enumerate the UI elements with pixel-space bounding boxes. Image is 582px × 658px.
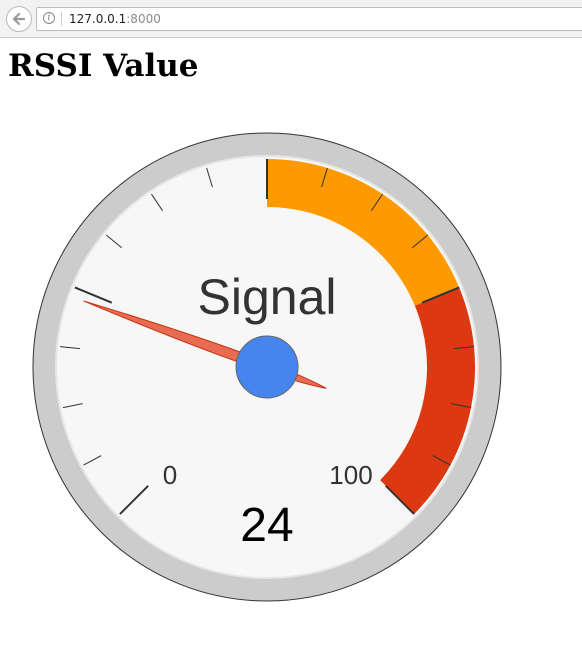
gauge-max-label: 100 [329,460,372,490]
info-icon[interactable]: i [43,12,55,24]
gauge-major-tick [74,286,113,304]
url-text[interactable]: 127.0.0.1:8000 [69,8,161,30]
gauge-value: 24 [240,499,293,552]
gauge-minor-tick [59,346,80,350]
url-host: 127.0.0.1 [69,12,127,26]
gauge-minor-tick [321,167,328,188]
address-separator [61,12,62,26]
back-button[interactable] [6,6,32,32]
gauge-major-tick [421,286,460,304]
gauge-minor-tick [151,193,163,211]
gauge-minor-tick [454,346,475,350]
gauge-minor-tick [451,403,472,409]
gauge-band-2 [380,287,475,515]
gauge-needle-hub [235,335,299,399]
gauge-minor-tick [432,455,451,466]
gauge-minor-tick [206,167,213,188]
arrow-left-icon [12,12,26,26]
gauge-minor-tick [62,403,83,409]
gauge-major-tick [385,485,415,515]
url-port: :8000 [126,12,161,26]
browser-toolbar: i 127.0.0.1:8000 [0,0,582,38]
gauge-major-tick [119,485,149,515]
page-title: RSSI Value [8,48,199,84]
gauge-minor-tick [83,455,102,466]
gauge-label: Signal [198,269,337,325]
gauge-minor-tick [371,193,383,211]
gauge-min-label: 0 [163,460,177,490]
address-bar[interactable]: i 127.0.0.1:8000 [36,7,582,31]
gauge-band-1 [267,159,460,306]
gauge-minor-tick [105,234,122,249]
gauge-minor-tick [412,234,429,249]
